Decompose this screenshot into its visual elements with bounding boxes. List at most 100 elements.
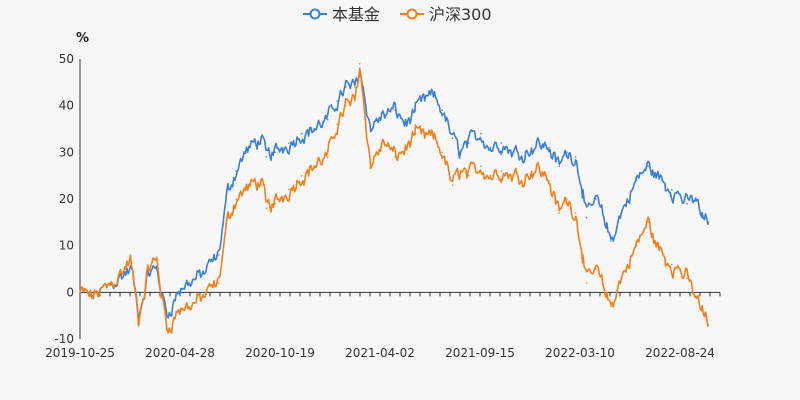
data-point <box>155 258 158 261</box>
data-point <box>176 291 179 294</box>
y-tick-label: 40 <box>59 99 74 113</box>
data-point <box>686 277 688 280</box>
y-tick-label: 20 <box>59 192 74 206</box>
data-point <box>664 184 667 186</box>
data-point <box>500 170 503 172</box>
data-point <box>147 272 150 275</box>
data-point <box>414 109 417 112</box>
data-point <box>489 146 492 149</box>
data-point <box>414 132 417 135</box>
series-line-fund <box>79 72 710 323</box>
data-point <box>694 296 697 298</box>
data-point <box>123 272 126 275</box>
x-tick-label: 2021-04-02 <box>345 346 415 360</box>
data-point <box>500 142 503 144</box>
data-point <box>441 151 443 154</box>
data-point <box>606 296 608 298</box>
data-point <box>105 286 108 289</box>
data-point <box>432 137 435 140</box>
y-tick-label: 50 <box>59 52 74 66</box>
data-point <box>155 268 158 270</box>
data-point <box>265 207 268 210</box>
data-point <box>235 170 237 172</box>
data-point <box>582 188 584 191</box>
data-point <box>512 151 515 154</box>
data-point <box>620 212 623 214</box>
x-tick-label: 2019-10-25 <box>45 346 115 360</box>
y-axis-unit-label: % <box>76 31 89 46</box>
data-point <box>358 62 361 65</box>
data-point <box>558 212 561 214</box>
legend-item-hs300[interactable]: 沪深300 <box>400 5 492 24</box>
data-point <box>707 221 710 224</box>
data-point <box>376 151 378 154</box>
data-point <box>345 104 347 107</box>
data-point <box>227 216 229 219</box>
data-point <box>137 319 140 322</box>
legend-label-fund: 本基金 <box>332 5 380 24</box>
data-point <box>244 188 247 191</box>
data-point <box>354 86 356 88</box>
data-point <box>686 202 688 205</box>
data-point <box>585 216 588 219</box>
data-point <box>313 165 315 168</box>
data-point <box>423 100 426 102</box>
plot-area <box>79 62 710 334</box>
data-point <box>260 179 262 182</box>
legend-swatch-marker-fund <box>309 8 321 20</box>
data-point <box>405 123 408 126</box>
data-point <box>405 146 408 149</box>
data-point <box>480 132 482 135</box>
x-tick-label: 2020-04-28 <box>145 346 215 360</box>
data-point <box>574 212 577 214</box>
data-point <box>647 165 649 168</box>
x-tick-label: 2021-09-15 <box>445 346 515 360</box>
data-point <box>459 151 461 154</box>
data-point <box>656 244 658 247</box>
legend[interactable]: 本基金 沪深300 <box>303 5 492 24</box>
data-point <box>671 263 673 266</box>
data-point <box>595 198 597 200</box>
data-point <box>383 142 386 144</box>
data-point <box>566 198 568 200</box>
legend-item-fund[interactable]: 本基金 <box>303 5 380 24</box>
data-point <box>468 174 470 177</box>
data-point <box>394 156 396 158</box>
y-tick-label: 0 <box>66 285 74 299</box>
y-axis: -10 0 10 20 30 40 50 <box>54 52 81 346</box>
legend-label-hs300: 沪深300 <box>429 5 492 24</box>
data-point <box>610 305 612 308</box>
data-point <box>91 296 93 298</box>
data-point <box>635 244 638 247</box>
data-point <box>459 170 461 172</box>
data-point <box>274 151 276 154</box>
data-point <box>336 100 338 102</box>
data-point <box>300 132 303 135</box>
data-point <box>79 291 81 294</box>
data-point <box>300 174 303 177</box>
data-point <box>566 151 568 154</box>
data-point <box>548 179 550 182</box>
x-tick-label: 2022-08-24 <box>645 346 715 360</box>
data-point <box>635 179 638 182</box>
data-point <box>166 328 168 331</box>
data-point <box>679 193 681 196</box>
data-point <box>383 114 386 116</box>
data-point <box>647 221 649 224</box>
data-point <box>468 142 470 144</box>
data-point <box>187 305 189 308</box>
data-point <box>524 151 527 154</box>
data-point <box>235 198 237 200</box>
data-point <box>480 165 482 168</box>
data-point <box>441 109 443 112</box>
y-tick-label: 30 <box>59 145 74 159</box>
data-point <box>354 100 356 102</box>
data-point <box>394 109 396 112</box>
data-point <box>535 142 538 144</box>
data-point <box>274 202 276 205</box>
data-point <box>558 165 561 168</box>
data-point <box>595 268 597 270</box>
data-point <box>701 310 703 312</box>
data-point <box>423 137 426 140</box>
